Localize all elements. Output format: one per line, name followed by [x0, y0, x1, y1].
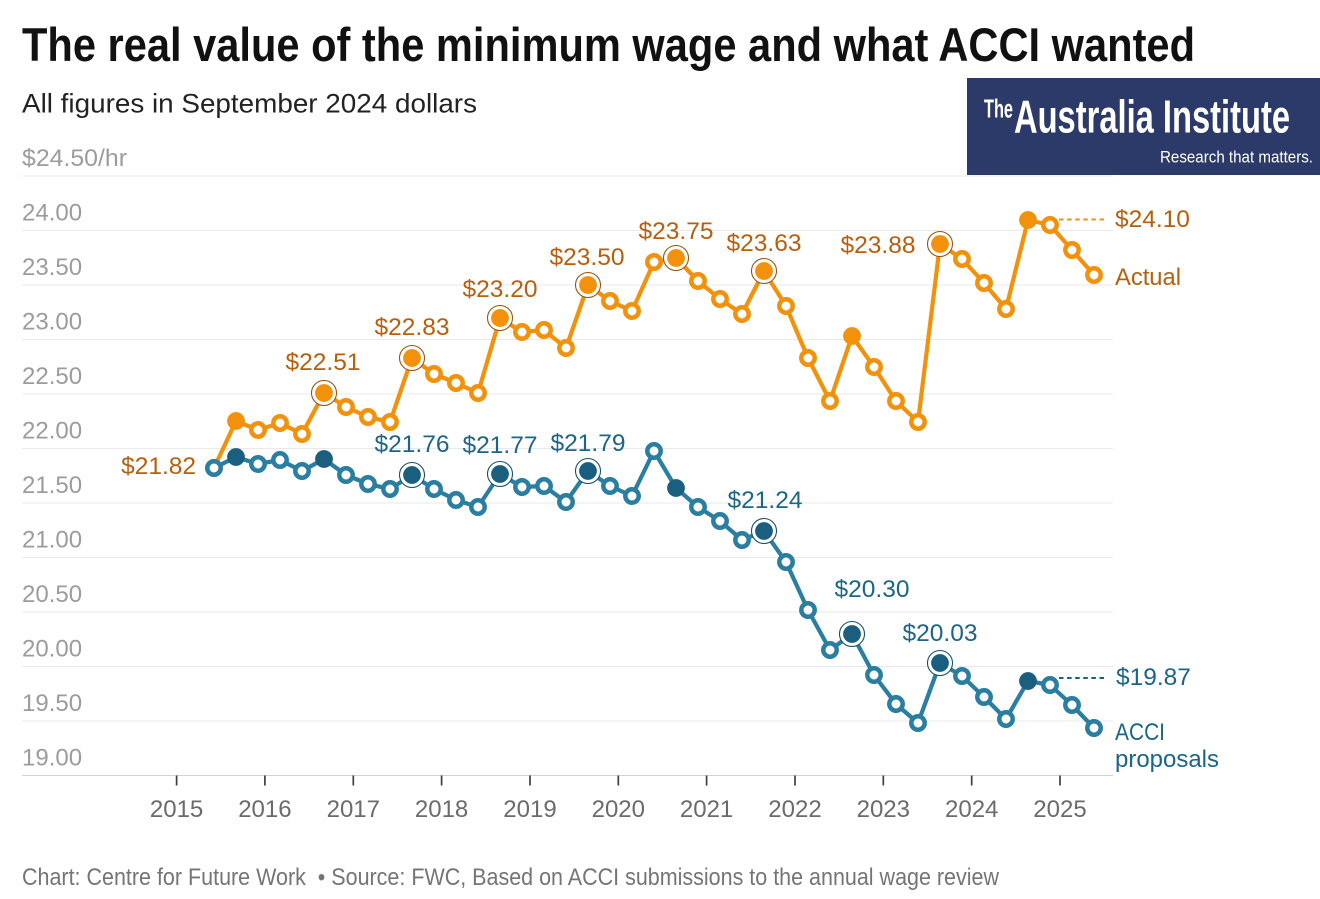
svg-text:19.50: 19.50 — [22, 690, 82, 717]
svg-text:22.00: 22.00 — [22, 418, 82, 445]
svg-text:23.50: 23.50 — [22, 254, 82, 281]
svg-text:$23.20: $23.20 — [463, 276, 538, 303]
svg-text:2019: 2019 — [503, 796, 556, 823]
svg-text:2020: 2020 — [592, 796, 645, 823]
svg-text:22.50: 22.50 — [22, 363, 82, 390]
svg-text:2015: 2015 — [150, 796, 203, 823]
svg-text:Actual: Actual — [1115, 264, 1181, 291]
svg-text:$23.88: $23.88 — [841, 232, 916, 259]
svg-text:2018: 2018 — [415, 796, 468, 823]
svg-text:The real value of the minimum: The real value of the minimum wage and w… — [22, 18, 1195, 71]
svg-text:All figures in September 2024: All figures in September 2024 dollars — [22, 89, 477, 119]
svg-text:20.50: 20.50 — [22, 581, 82, 608]
svg-text:20.00: 20.00 — [22, 636, 82, 663]
svg-text:$21.79: $21.79 — [551, 430, 626, 457]
svg-text:$22.83: $22.83 — [375, 314, 450, 341]
svg-text:2025: 2025 — [1033, 796, 1086, 823]
svg-text:proposals: proposals — [1115, 746, 1219, 773]
svg-text:$21.76: $21.76 — [375, 431, 450, 458]
svg-text:Australia Institute: Australia Institute — [1014, 91, 1290, 143]
svg-text:2021: 2021 — [680, 796, 733, 823]
svg-text:2024: 2024 — [945, 796, 998, 823]
svg-text:$20.03: $20.03 — [903, 620, 978, 647]
svg-text:$24.50/hr: $24.50/hr — [22, 145, 127, 172]
svg-text:$23.75: $23.75 — [639, 218, 714, 245]
svg-text:19.00: 19.00 — [22, 745, 82, 772]
svg-text:The: The — [984, 94, 1013, 124]
svg-text:$23.63: $23.63 — [727, 230, 802, 257]
svg-text:24.00: 24.00 — [22, 200, 82, 227]
svg-text:2016: 2016 — [238, 796, 291, 823]
svg-text:ACCI: ACCI — [1115, 719, 1165, 746]
svg-text:$23.50: $23.50 — [550, 244, 625, 271]
svg-text:21.50: 21.50 — [22, 472, 82, 499]
svg-text:23.00: 23.00 — [22, 309, 82, 336]
svg-text:2023: 2023 — [857, 796, 910, 823]
svg-text:$21.82: $21.82 — [121, 453, 196, 480]
svg-text:$21.24: $21.24 — [728, 487, 803, 514]
svg-text:Research that matters.: Research that matters. — [1160, 149, 1313, 167]
svg-text:$19.87: $19.87 — [1116, 664, 1191, 691]
svg-text:Chart: Centre for Future Work: Chart: Centre for Future Work • Source: … — [22, 864, 1000, 891]
svg-text:2017: 2017 — [327, 796, 380, 823]
svg-text:21.00: 21.00 — [22, 527, 82, 554]
svg-text:$20.30: $20.30 — [835, 576, 910, 603]
svg-text:$24.10: $24.10 — [1115, 206, 1190, 233]
svg-text:2022: 2022 — [768, 796, 821, 823]
svg-text:$21.77: $21.77 — [463, 432, 538, 459]
svg-text:$22.51: $22.51 — [286, 349, 361, 376]
